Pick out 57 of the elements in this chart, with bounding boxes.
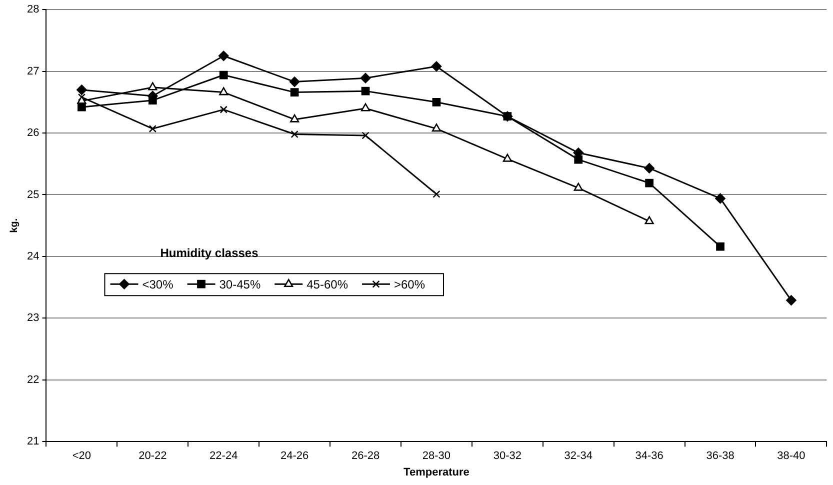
point xyxy=(219,70,228,80)
x-tick-label: 22-24 xyxy=(210,450,238,462)
point xyxy=(432,190,440,198)
point xyxy=(644,216,654,224)
x-tick-label: 32-34 xyxy=(564,450,592,462)
x-tick-label: 36-38 xyxy=(706,450,734,462)
point xyxy=(503,112,512,121)
point xyxy=(218,50,229,62)
y-tick-label: 27 xyxy=(26,65,40,78)
point xyxy=(432,98,441,106)
point xyxy=(148,82,158,90)
point xyxy=(360,103,370,112)
x-tick-label: <20 xyxy=(72,450,92,462)
point xyxy=(431,61,442,72)
point xyxy=(574,155,583,164)
x-tick-label: 28-30 xyxy=(422,450,451,462)
point xyxy=(290,130,298,138)
y-tick-label: 24 xyxy=(26,250,40,262)
point xyxy=(220,106,228,114)
y-tick-label: 25 xyxy=(26,188,40,201)
point xyxy=(289,76,300,87)
x-tick-label: 34-36 xyxy=(635,450,664,462)
y-tick-label: 23 xyxy=(26,312,40,324)
legend-label: 45-60% xyxy=(306,277,348,292)
point xyxy=(148,96,157,105)
x-tick-label: 26-28 xyxy=(351,450,380,462)
legend-title: Humidity classes xyxy=(160,246,259,260)
point xyxy=(290,88,299,96)
point xyxy=(645,178,654,188)
x-tick-label: 38-40 xyxy=(777,450,806,462)
x-tick-label: 30-32 xyxy=(493,450,522,462)
x-tick-label: 24-26 xyxy=(280,450,309,462)
x-tick-label: 20-22 xyxy=(138,450,167,462)
point xyxy=(360,72,371,84)
y-tick-label: 21 xyxy=(26,436,40,448)
point xyxy=(715,193,726,204)
y-tick-label: 28 xyxy=(26,4,40,16)
legend-label: <30% xyxy=(142,277,174,292)
point xyxy=(290,114,300,122)
point xyxy=(502,154,512,162)
y-axis-title: kg. xyxy=(8,218,20,233)
y-tick-label: 22 xyxy=(26,374,40,386)
point xyxy=(76,84,87,95)
point xyxy=(716,242,724,251)
legend-label: 30-45% xyxy=(219,277,261,292)
point xyxy=(574,182,583,191)
point xyxy=(786,295,796,306)
y-tick-label: 26 xyxy=(26,127,40,140)
point xyxy=(432,124,442,132)
x-axis-title: Temperature xyxy=(404,466,470,478)
point xyxy=(219,87,228,96)
point xyxy=(78,102,86,112)
point xyxy=(148,124,156,133)
point xyxy=(644,163,654,174)
point xyxy=(361,86,370,96)
legend-label: >60% xyxy=(394,277,426,292)
point xyxy=(362,132,370,140)
